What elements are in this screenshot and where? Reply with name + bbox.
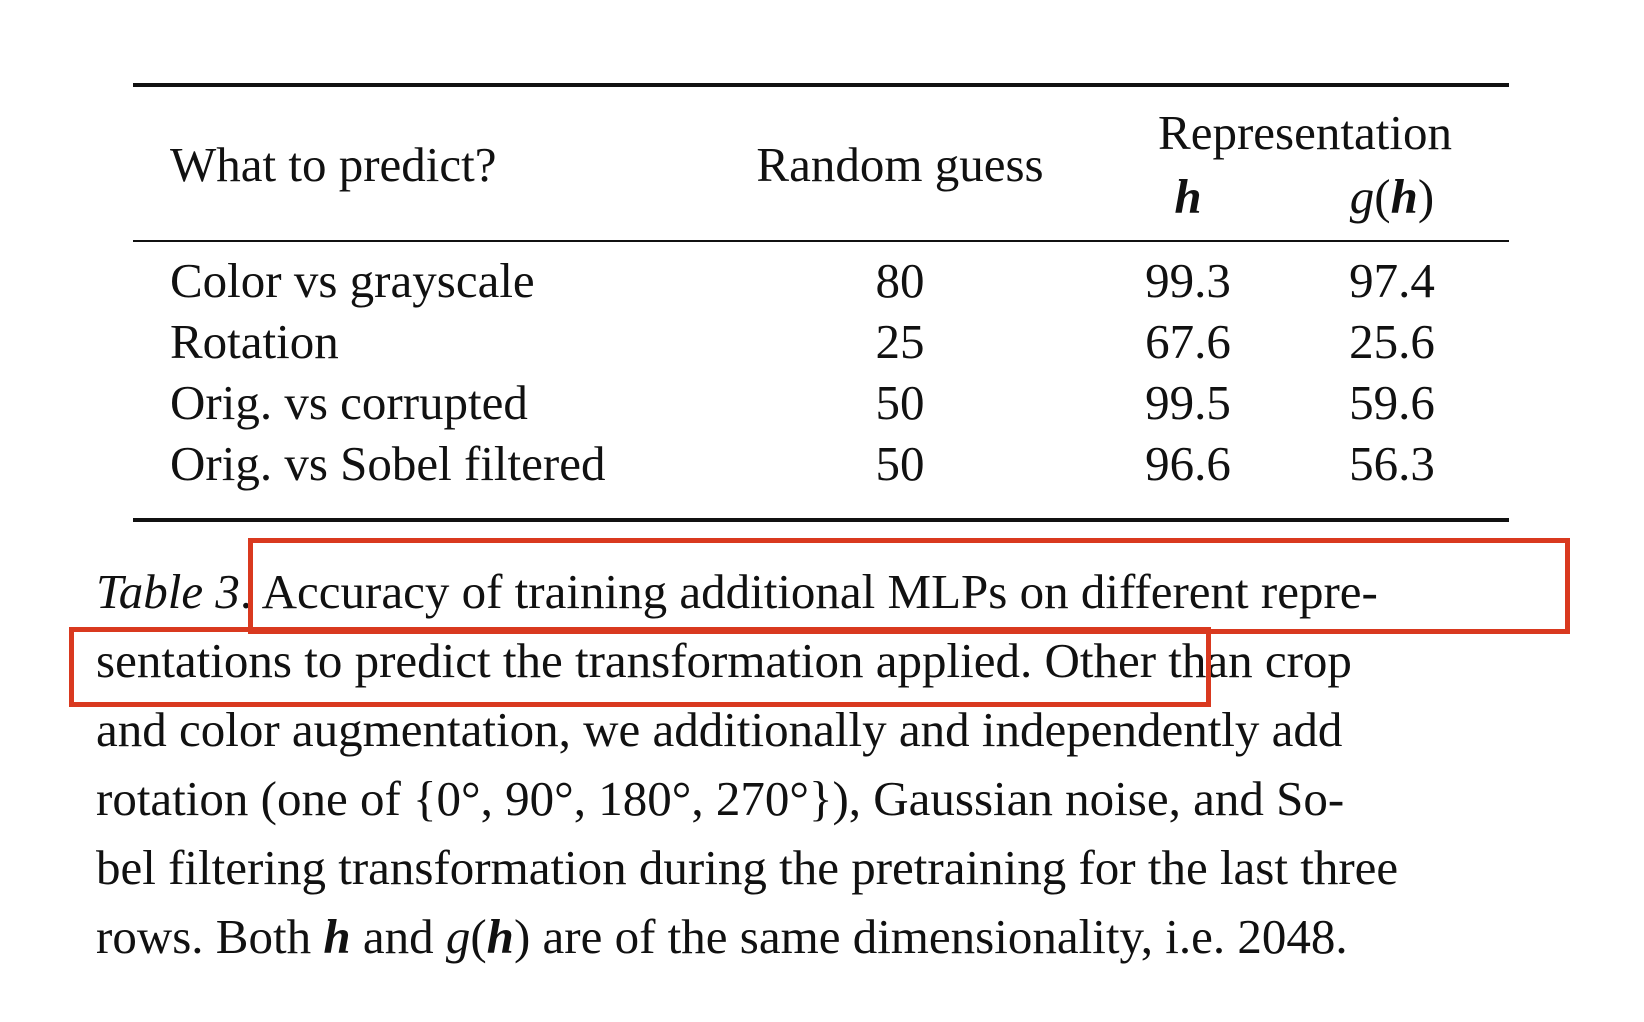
- caption-line: rows. Both h and g(h) are of the same di…: [96, 902, 1566, 971]
- caption-line: sentations to predict the transformation…: [96, 633, 1352, 688]
- table-top-rule: [133, 83, 1509, 87]
- caption-math-h: h: [323, 909, 351, 964]
- table-caption: Table 3. Accuracy of training additional…: [96, 557, 1566, 971]
- row-label: Color vs grayscale: [170, 253, 535, 308]
- caption-math-paren: ): [513, 909, 531, 964]
- row-gh: 59.6: [1349, 375, 1435, 430]
- row-random: 50: [875, 375, 925, 430]
- table-bottom-rule: [133, 518, 1509, 522]
- caption-line: rotation (one of {0°, 90°, 180°, 270°}),…: [96, 771, 1345, 826]
- row-random: 80: [875, 253, 925, 308]
- highlight-box-line2: [69, 627, 1211, 707]
- caption-text: and: [350, 909, 446, 964]
- row-label: Orig. vs Sobel filtered: [170, 436, 606, 491]
- caption-table-label: Table 3: [96, 564, 240, 619]
- row-gh: 97.4: [1349, 253, 1435, 308]
- row-h: 67.6: [1145, 314, 1231, 369]
- highlight-box-line1: [248, 538, 1570, 634]
- row-random: 50: [875, 436, 925, 491]
- header-random-guess: Random guess: [756, 137, 1044, 192]
- caption-text: . Accuracy of training additional MLPs o…: [239, 564, 1378, 619]
- row-h: 99.5: [1145, 375, 1231, 430]
- header-representation: Representation: [1158, 105, 1452, 160]
- header-h: h: [1174, 169, 1202, 224]
- caption-line: and color augmentation, we additionally …: [96, 702, 1343, 757]
- caption-line: Table 3. Accuracy of training additional…: [96, 557, 1566, 626]
- row-random: 25: [875, 314, 925, 369]
- caption-text: rows. Both: [96, 909, 324, 964]
- row-h: 99.3: [1145, 253, 1231, 308]
- table-mid-rule: [133, 240, 1509, 242]
- caption-text: are of the same dimensionality, i.e. 204…: [530, 909, 1348, 964]
- caption-math-paren: (: [470, 909, 487, 964]
- row-gh: 56.3: [1349, 436, 1435, 491]
- caption-line: bel filtering transformation during the …: [96, 840, 1399, 895]
- header-g: g: [1349, 169, 1375, 224]
- header-g-close: ): [1417, 169, 1435, 224]
- header-g-open: (: [1374, 169, 1391, 224]
- caption-math-g: g: [445, 909, 471, 964]
- header-what-to-predict: What to predict?: [170, 137, 497, 192]
- row-h: 96.6: [1145, 436, 1231, 491]
- row-gh: 25.6: [1349, 314, 1435, 369]
- header-g-of-h: g(h): [1322, 172, 1462, 221]
- row-label: Rotation: [170, 314, 339, 369]
- header-g-h: h: [1390, 169, 1418, 224]
- row-label: Orig. vs corrupted: [170, 375, 528, 430]
- caption-math-h: h: [486, 909, 514, 964]
